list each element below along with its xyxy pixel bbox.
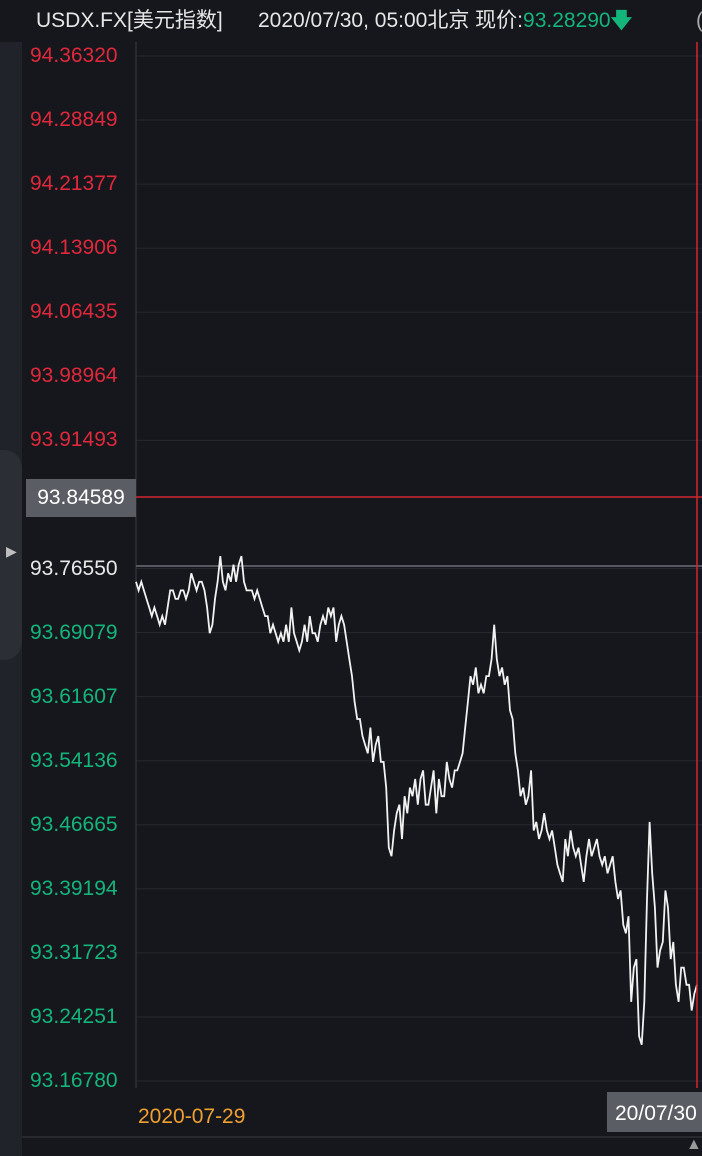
y-tick-label: 93.46665 <box>30 812 118 836</box>
y-tick-label: 93.54136 <box>30 748 118 772</box>
quote-datetime: 2020/07/30, 05:00北京 <box>258 9 470 32</box>
arrow-down-icon: 🡇 <box>610 9 633 32</box>
scroll-up-arrow-icon[interactable]: ▲ <box>686 1136 702 1153</box>
crosshair-time-label: 20/07/30 <box>607 1092 702 1132</box>
price-series-line <box>135 555 698 1046</box>
y-tick-label: 94.06435 <box>30 300 118 324</box>
chart-header: USDX.FX[美元指数] 2020/07/30, 05:00北京 现价:93.… <box>0 0 702 42</box>
y-tick-label: 93.69079 <box>30 620 118 644</box>
symbol-name: USDX.FX[美元指数] <box>36 9 223 32</box>
y-tick-label: 93.16780 <box>30 1069 118 1092</box>
header-overflow-text: ( <box>696 0 702 42</box>
y-tick-label: 94.13906 <box>30 236 118 260</box>
y-tick-label: 93.98964 <box>30 364 118 388</box>
grid-lines <box>136 55 702 1082</box>
y-tick-label: 93.61607 <box>30 684 118 708</box>
expand-panel-tab[interactable] <box>0 450 22 660</box>
x-axis-start-label: 2020-07-29 <box>138 1105 246 1128</box>
expand-arrow-icon[interactable]: ▶ <box>6 543 17 559</box>
y-tick-label: 94.21377 <box>30 172 118 196</box>
y-tick-label: 93.91493 <box>30 428 118 452</box>
y-tick-label: 93.39194 <box>30 876 118 900</box>
y-tick-label: 94.28849 <box>30 108 118 132</box>
crosshair-price-label: 93.84589 <box>26 479 136 517</box>
y-tick-label: 94.36320 <box>30 44 118 67</box>
current-price: 93.28290 <box>523 9 611 32</box>
y-tick-label: 93.31723 <box>30 940 118 964</box>
price-label: 现价: <box>475 9 524 32</box>
y-tick-label: 93.76550 <box>30 556 118 580</box>
y-tick-label: 93.24251 <box>30 1004 118 1028</box>
